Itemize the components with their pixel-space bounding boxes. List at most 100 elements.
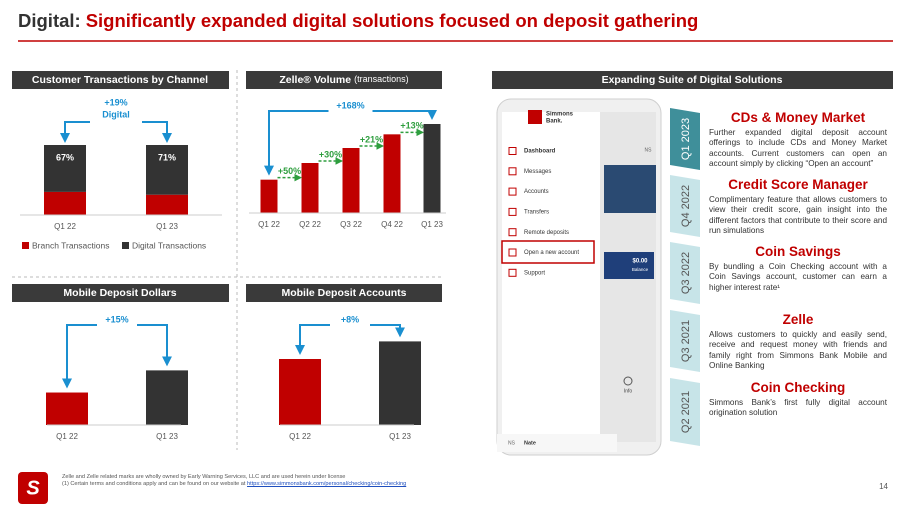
timeline-item: Coin Savings By bundling a Coin Checking … xyxy=(709,244,887,293)
panel-title-main: Zelle® Volume xyxy=(279,74,351,86)
footnote-text: (1) Certain terms and conditions apply a… xyxy=(62,481,246,487)
phone-info-icon xyxy=(623,376,633,386)
menu-icon xyxy=(508,187,517,196)
annotation: +168% xyxy=(336,100,364,110)
timeline-item: CDs & Money Market Further expanded digit… xyxy=(709,110,887,170)
menu-icon xyxy=(508,228,517,237)
growth-label: +21% xyxy=(360,134,383,144)
timeline-tab xyxy=(670,108,700,170)
menu-item: Remote deposits xyxy=(524,230,569,236)
x-tick-label: Q4 22 xyxy=(381,220,403,229)
x-tick-label: Q1 22 xyxy=(258,220,280,229)
footer-logo-mark: S xyxy=(26,477,40,499)
legend-label: Branch Transactions xyxy=(32,240,109,250)
annotation-arrow xyxy=(370,324,405,338)
bar xyxy=(279,359,321,425)
bar xyxy=(260,179,278,213)
menu-icon xyxy=(508,207,517,216)
timeline-tab xyxy=(670,175,700,237)
menu-item: Dashboard xyxy=(524,149,556,155)
phone-logo-mark xyxy=(528,110,542,124)
x-tick-label: Q2 22 xyxy=(299,220,321,229)
growth-label: +13% xyxy=(400,121,423,131)
annotation-arrow xyxy=(295,324,330,355)
legend-swatch xyxy=(122,242,129,249)
annotation-arrow xyxy=(142,121,172,143)
menu-icon xyxy=(508,268,517,277)
timeline-period: Q3 2021 xyxy=(680,320,692,362)
panel-header xyxy=(12,71,229,89)
annotation-arrow xyxy=(137,324,172,367)
annotation-arrow xyxy=(372,110,437,120)
panel-header xyxy=(12,284,229,302)
item-title: Coin Checking xyxy=(750,380,846,395)
phone-highlight xyxy=(501,240,595,264)
phone-menu xyxy=(502,112,600,442)
phone-logo: Simmons xyxy=(546,112,574,118)
bar xyxy=(423,124,441,213)
timeline-period: Q4 2022 xyxy=(680,185,692,227)
panel-title: Expanding Suite of Digital Solutions xyxy=(602,74,783,86)
bar xyxy=(301,163,319,213)
phone-card xyxy=(604,165,656,213)
menu-icon xyxy=(508,167,517,176)
data-label: 71% xyxy=(158,152,176,162)
phone-balance-label: Balance xyxy=(632,267,649,272)
phone-footer xyxy=(497,434,617,452)
menu-icon xyxy=(508,248,517,257)
timeline-item: Credit Score Manager Complimentary featur… xyxy=(709,177,887,237)
item-title: Credit Score Manager xyxy=(728,177,868,192)
panel-title: Zelle® Volume (transactions) xyxy=(279,74,408,86)
timeline-tab xyxy=(670,310,700,372)
item-title: Coin Savings xyxy=(755,244,841,259)
bar-segment xyxy=(146,194,188,215)
title-lead: Digital: xyxy=(18,10,81,31)
item-title: CDs & Money Market xyxy=(730,110,866,125)
annotation: +15% xyxy=(105,314,128,324)
timeline-item: Coin Checking Simmons Bank’s first fully … xyxy=(709,380,887,419)
annotation-arrow xyxy=(264,110,329,176)
bar xyxy=(379,341,421,425)
menu-item: Accounts xyxy=(524,189,549,195)
x-tick-label: Q1 23 xyxy=(156,222,178,231)
bar-segment xyxy=(44,191,86,215)
annotation: +19% xyxy=(104,97,127,107)
x-tick-label: Q1 22 xyxy=(289,432,311,441)
panel-title: Mobile Deposit Dollars xyxy=(63,287,176,299)
footnote-link[interactable]: https://www.simmonsbank.com/personal/che… xyxy=(247,481,407,487)
phone-info: Info xyxy=(624,388,633,394)
timeline-tabs: Q1 2023 Q4 2022 Q3 2022 Q3 2021 Q2 2021 xyxy=(670,108,700,446)
timeline-tab xyxy=(670,242,700,304)
annotation-arrow xyxy=(62,324,97,389)
annotation-arrow xyxy=(60,121,90,143)
item-title: Zelle xyxy=(782,312,814,327)
menu-item: Transfers xyxy=(524,209,549,215)
legend-swatch xyxy=(22,242,29,249)
footnote: Zelle and Zelle related marks are wholly… xyxy=(62,474,346,480)
data-label: 67% xyxy=(56,152,74,162)
bar xyxy=(146,370,188,425)
panel-title: Mobile Deposit Accounts xyxy=(281,287,406,299)
timeline-tab xyxy=(670,378,700,446)
page-number: 14 xyxy=(879,482,888,491)
bar xyxy=(46,392,88,425)
annotation: +8% xyxy=(341,314,359,324)
x-tick-label: Q1 23 xyxy=(421,220,443,229)
item-text: By bundling a Coin Checking account with… xyxy=(709,262,887,292)
panel-header xyxy=(492,71,893,89)
growth-label: +30% xyxy=(319,149,342,159)
phone-user: Nate xyxy=(524,440,536,446)
item-text: Further expanded digital deposit account… xyxy=(709,128,887,169)
legend-label: Digital Transactions xyxy=(132,240,206,250)
page-title: Digital: Significantly expanded digital s… xyxy=(18,10,698,31)
phone-mockup: $0.00 Balance NS Info Simmons Bank. NS N… xyxy=(496,98,662,456)
panel-header xyxy=(246,284,442,302)
menu-item: Messages xyxy=(524,169,551,175)
x-tick-label: Q1 22 xyxy=(56,432,78,441)
phone-balance: $0.00 xyxy=(632,259,648,265)
bar-segment xyxy=(146,145,188,195)
bar xyxy=(342,148,360,213)
phone-initials: NS xyxy=(645,147,653,153)
phone-logo: Bank. xyxy=(546,119,563,125)
phone-menu-list: Dashboard Messages Accounts Transfers Remote… xyxy=(508,147,579,277)
